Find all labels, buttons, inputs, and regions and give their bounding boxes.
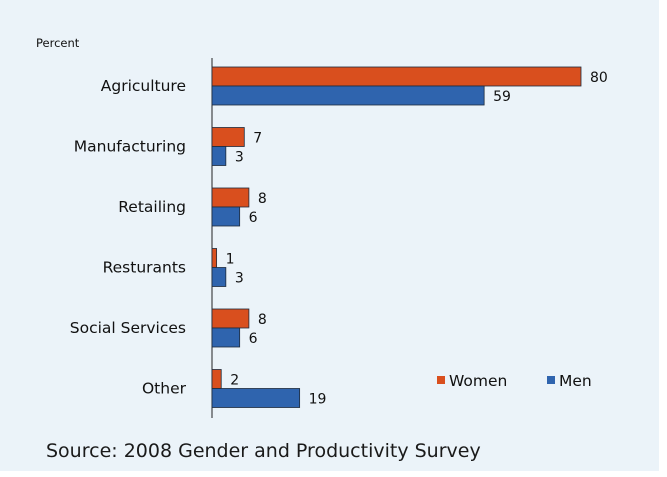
category-label-manufacturing: Manufacturing — [74, 138, 186, 156]
bar-women-manufacturing — [211, 127, 245, 147]
legend: Women Men — [437, 372, 592, 390]
value-label-men-retailing: 6 — [249, 210, 258, 226]
y-axis-title: Percent — [36, 36, 80, 50]
bar-men-resturants — [211, 267, 227, 287]
legend-swatch-women — [437, 376, 445, 384]
value-label-men-social-services: 6 — [249, 331, 258, 347]
category-label-other: Other — [142, 380, 187, 398]
legend-label-women: Women — [449, 372, 507, 390]
value-label-men-resturants: 3 — [235, 271, 244, 287]
value-label-women-other: 2 — [230, 373, 239, 389]
value-label-men-other: 19 — [309, 392, 327, 408]
value-label-women-social-services: 8 — [258, 312, 267, 328]
value-label-women-agriculture: 80 — [590, 70, 608, 86]
category-label-retailing: Retailing — [118, 198, 186, 216]
bar-women-resturants — [211, 248, 218, 268]
bar-women-retailing — [211, 187, 250, 208]
value-label-women-resturants: 1 — [226, 252, 235, 268]
bar-men-social-services — [211, 327, 241, 348]
value-label-men-manufacturing: 3 — [235, 150, 244, 166]
value-label-men-agriculture: 59 — [493, 89, 511, 105]
chart-panel: Percent Agriculture 80 59 Manufacturing 7 3 Re… — [0, 0, 659, 471]
bar-women-social-services — [211, 308, 250, 329]
bar-men-manufacturing — [211, 146, 227, 166]
bar-men-agriculture — [211, 85, 485, 106]
source-note: Source: 2008 Gender and Productivity Sur… — [46, 440, 481, 462]
value-label-women-retailing: 8 — [258, 191, 267, 207]
value-label-women-manufacturing: 7 — [253, 131, 262, 147]
bar-men-other — [211, 388, 301, 408]
bar-men-retailing — [211, 206, 241, 227]
category-label-social-services: Social Services — [70, 319, 186, 337]
bar-women-other — [211, 369, 222, 389]
legend-swatch-men — [547, 376, 555, 384]
category-label-agriculture: Agriculture — [101, 77, 186, 95]
category-label-resturants: Resturants — [103, 259, 186, 277]
bar-women-agriculture — [211, 66, 582, 87]
legend-label-men: Men — [559, 372, 592, 390]
